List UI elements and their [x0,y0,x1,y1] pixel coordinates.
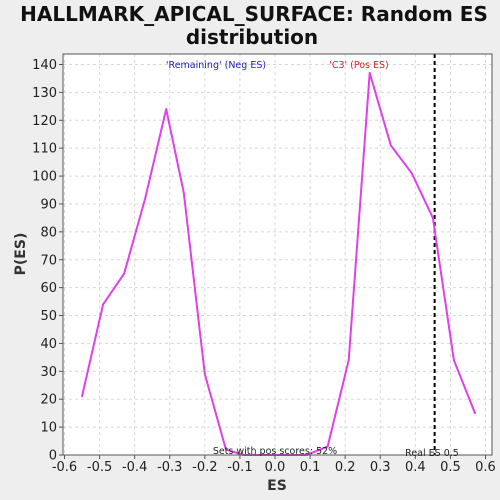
data-point [347,359,350,362]
y-axis-label: P(ES) [13,233,29,276]
y-tick-label: 120 [32,114,57,129]
y-tick-label: 140 [32,58,57,73]
y-tick-label: 10 [40,421,57,436]
data-point [474,412,476,415]
y-tick-label: 60 [40,281,57,296]
y-tick-label: 90 [40,197,57,212]
chart-title-line-2: distribution [186,25,318,49]
neg-es-label: 'Remaining' (Neg ES) [166,60,266,71]
y-tick-label: 130 [32,86,57,101]
y-tick-label: 40 [40,337,57,352]
x-tick-label: 0.3 [370,460,391,475]
plot-border [62,53,493,456]
data-point [182,191,185,194]
data-point [203,373,206,375]
data-point [81,395,83,398]
x-tick-label: -0.6 [52,460,77,475]
data-point [123,272,125,275]
x-tick-label: 0.1 [300,460,321,475]
data-point [102,303,104,306]
y-tick-label: 20 [40,393,57,408]
y-tick-label: 80 [40,225,57,240]
y-tick-label: 100 [32,170,57,185]
pos-es-label: 'C3' (Pos ES) [329,60,389,71]
y-tick-label: 0 [49,449,57,464]
y-tick-label: 50 [40,309,57,324]
real-es-label: Real ES 0.5 [405,448,459,459]
y-tick-label: 110 [32,142,57,157]
x-tick-label: 0.6 [475,460,496,475]
data-point [144,197,147,200]
grid-lines [63,54,492,456]
x-axis-label: ES [267,478,287,494]
x-tick-label: 0.0 [265,460,286,475]
y-tick-label: 70 [40,253,57,268]
data-point [165,108,168,110]
x-tick-label: -0.5 [87,460,112,475]
data-point [453,359,455,362]
x-tick-label: -0.4 [122,460,147,475]
data-point [225,448,227,451]
data-point [368,72,371,74]
plot-area [63,54,492,455]
x-tick-label: -0.3 [157,460,182,475]
data-point [326,445,329,448]
axis-ticks: -0.6 -0.5 -0.4 -0.3 -0.2 -0.1 0.0 0.1 0.2 0.3 0.4 0… [32,58,496,475]
pos-score-label: Sets with pos scores: 52% [213,446,337,457]
x-tick-label: 0.2 [335,460,356,475]
chart-title-line-1: HALLMARK_APICAL_SURFACE: Random ES [20,2,488,26]
x-tick-label: 0.4 [405,460,426,475]
data-point [410,172,413,175]
x-tick-label: 0.5 [440,460,461,475]
data-point [389,144,392,147]
y-tick-label: 30 [40,365,57,380]
x-tick-label: -0.1 [227,460,252,475]
x-tick-label: -0.2 [192,460,217,475]
data-point [432,217,434,219]
